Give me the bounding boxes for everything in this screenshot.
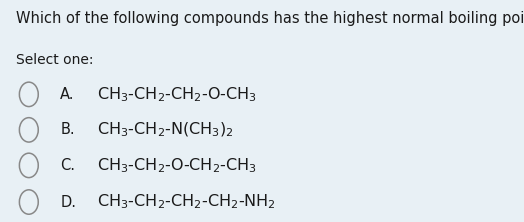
Text: CH$_3$-CH$_2$-O-CH$_2$-CH$_3$: CH$_3$-CH$_2$-O-CH$_2$-CH$_3$	[97, 156, 257, 175]
Text: Select one:: Select one:	[16, 53, 93, 67]
Text: CH$_3$-CH$_2$-CH$_2$-O-CH$_3$: CH$_3$-CH$_2$-CH$_2$-O-CH$_3$	[97, 85, 257, 104]
Text: A.: A.	[60, 87, 75, 102]
Text: C.: C.	[60, 158, 75, 173]
Text: Which of the following compounds has the highest normal boiling point?: Which of the following compounds has the…	[16, 11, 524, 26]
Text: B.: B.	[60, 122, 75, 137]
Text: CH$_3$-CH$_2$-CH$_2$-CH$_2$-NH$_2$: CH$_3$-CH$_2$-CH$_2$-CH$_2$-NH$_2$	[97, 193, 275, 211]
Text: D.: D.	[60, 194, 77, 210]
Text: CH$_3$-CH$_2$-N(CH$_3$)$_2$: CH$_3$-CH$_2$-N(CH$_3$)$_2$	[97, 121, 234, 139]
